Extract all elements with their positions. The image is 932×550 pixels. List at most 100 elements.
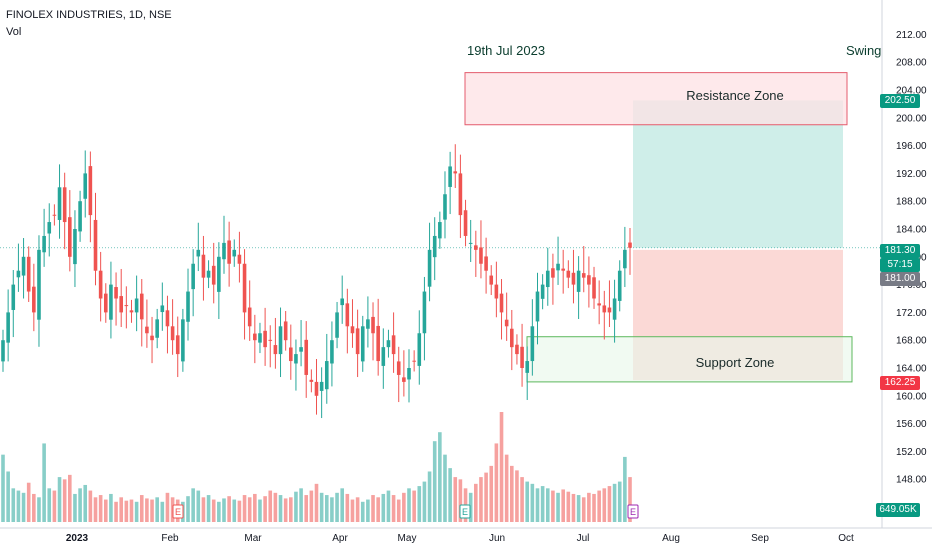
candle-body (520, 346, 524, 368)
candle-body (381, 347, 386, 366)
volume-bar (88, 490, 93, 522)
candle-body (283, 321, 288, 341)
candle-body (26, 256, 31, 292)
volume-bar (165, 492, 170, 522)
candle-body (551, 268, 555, 278)
candle-body (597, 303, 601, 306)
candle-body (150, 335, 154, 341)
volume-bar (1, 454, 5, 522)
volume-bar (129, 499, 134, 522)
volume-value-tag: 649.05K (876, 503, 920, 517)
volume-bar (242, 495, 247, 522)
candle-body (52, 214, 57, 216)
candle-body (432, 235, 437, 258)
volume-bar (571, 493, 576, 522)
candle-body (186, 291, 190, 322)
candle-body (468, 242, 473, 244)
volume-bar (124, 500, 129, 522)
volume-bar (479, 477, 483, 522)
volume-bar (68, 474, 72, 522)
candle-body (237, 254, 242, 264)
volume-bar (211, 499, 216, 522)
candle-body (515, 344, 519, 355)
volume-bar (139, 495, 144, 522)
stop-price-tag: 162.25 (880, 376, 920, 390)
candle-body (57, 187, 62, 220)
volume-bar (324, 495, 329, 522)
volume-bar (263, 496, 267, 522)
y-tick-label: 152.00 (896, 447, 927, 458)
volume-bar (412, 490, 416, 522)
volume-bar (602, 488, 607, 522)
candle-body (458, 173, 463, 216)
volume-bar (376, 497, 380, 522)
volume-bar (11, 488, 16, 522)
candle-body (453, 171, 458, 174)
candle-body (330, 340, 334, 364)
candle-body (494, 284, 499, 299)
volume-bar (345, 493, 350, 522)
volume-bar (617, 481, 622, 522)
y-tick-label: 160.00 (896, 391, 927, 402)
candle-body (448, 166, 452, 187)
x-tick-label: Apr (332, 533, 348, 544)
candle-body (402, 377, 406, 382)
candle-body (324, 361, 329, 390)
volume-bar (294, 491, 298, 522)
candle-body (47, 222, 52, 234)
x-tick-label: Oct (838, 533, 854, 544)
volume-bar (227, 496, 231, 522)
volume-bar (335, 492, 339, 522)
candle-body (396, 361, 401, 375)
candle-body (129, 310, 134, 313)
candle-body (607, 307, 612, 313)
volume-bar (309, 490, 314, 522)
candle-body (576, 270, 581, 292)
volume-bar (448, 468, 452, 522)
candle-body (68, 217, 72, 257)
volume-bar (432, 441, 437, 522)
candle-body (360, 326, 365, 362)
y-tick-label: 148.00 (896, 475, 927, 486)
candle-body (617, 270, 622, 301)
volume-bar (520, 477, 524, 522)
volume-bar (217, 501, 221, 522)
volume-bar (278, 495, 283, 522)
date-note: 19th Jul 2023 (467, 43, 546, 58)
volume-bar (83, 484, 88, 522)
volume-bar (540, 486, 545, 522)
volume-bar (443, 454, 447, 522)
candle-body (93, 219, 98, 271)
volume-bar (26, 482, 31, 522)
volume-bar (545, 488, 550, 522)
candle-body (273, 345, 278, 355)
candle-body (345, 303, 350, 327)
volume-bar (258, 499, 262, 522)
volume-bar (314, 483, 319, 522)
candle-body (438, 222, 442, 239)
candle-body (247, 307, 252, 327)
candle-body (124, 305, 129, 307)
earnings-marker (172, 504, 184, 519)
candle-body (474, 245, 478, 250)
candle-body (504, 319, 509, 327)
volume-bar (597, 490, 601, 522)
candle-body (181, 319, 185, 362)
volume-bar (201, 497, 206, 522)
candle-body (535, 291, 540, 322)
y-tick-label: 204.00 (896, 86, 927, 97)
candle-body (499, 293, 504, 313)
candle-body (206, 270, 211, 278)
volume-bar (145, 498, 149, 522)
volume-bar (453, 477, 458, 522)
bar-countdown-tag: 57:15 (880, 258, 920, 272)
volume-bar (566, 491, 571, 522)
y-tick-label: 156.00 (896, 419, 927, 430)
resistance-zone-label: Resistance Zone (686, 88, 784, 103)
volume-bar (607, 486, 612, 522)
volume-bar (62, 479, 67, 522)
volume-bar (494, 443, 499, 522)
volume-bar (283, 498, 288, 522)
earnings-marker-label: E (175, 507, 181, 517)
